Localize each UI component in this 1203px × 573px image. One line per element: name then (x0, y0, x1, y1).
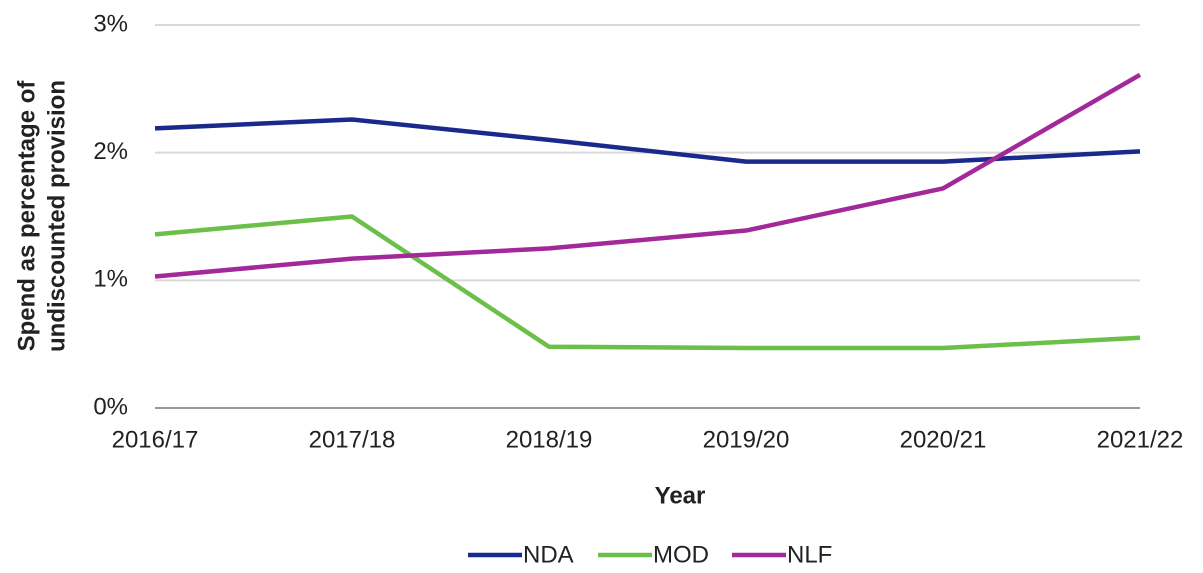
y-tick-label: 2% (93, 138, 128, 165)
y-tick-label: 0% (93, 393, 128, 420)
y-tick-label: 1% (93, 266, 128, 293)
x-tick-label: 2021/22 (1097, 426, 1184, 453)
legend-label: MOD (653, 541, 709, 568)
y-axis-title: Spend as percentage of undiscounted prov… (13, 80, 70, 352)
x-tick-label: 2018/19 (506, 426, 593, 453)
series-line (154, 117, 1141, 164)
x-tick-label: 2017/18 (309, 426, 396, 453)
y-tick-label: 3% (93, 10, 128, 37)
legend-label: NLF (787, 541, 832, 568)
y-axis-title-line: undiscounted provision (43, 80, 70, 352)
series-line (154, 214, 1141, 351)
x-tick-label: 2016/17 (112, 426, 199, 453)
x-axis-title: Year (655, 482, 706, 509)
y-axis-title-line: Spend as percentage of (13, 80, 40, 352)
x-tick-label: 2019/20 (703, 426, 790, 453)
x-tick-label: 2020/21 (900, 426, 987, 453)
series-line (154, 72, 1142, 279)
legend-label: NDA (523, 541, 574, 568)
